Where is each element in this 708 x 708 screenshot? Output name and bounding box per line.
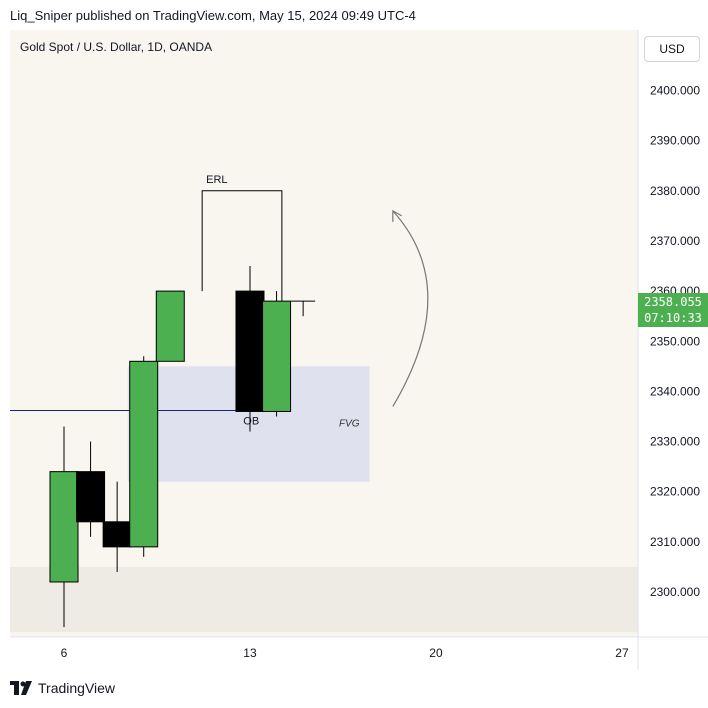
y-tick-label-0: 2300.000 bbox=[650, 585, 700, 599]
projection-arrow-curve bbox=[392, 210, 429, 407]
last-price-badge: 2358.055 07:10:33 bbox=[638, 293, 708, 327]
y-tick-label-2: 2320.000 bbox=[650, 485, 700, 499]
fvg-label: FVG bbox=[339, 418, 360, 429]
candle-body-1 bbox=[49, 471, 79, 583]
candle-body-2 bbox=[76, 471, 106, 523]
y-tick-label-5: 2350.000 bbox=[650, 334, 700, 348]
lower-zone-zone-box bbox=[10, 566, 638, 633]
brand-name: TradingView bbox=[38, 680, 116, 696]
projection-arrow-head bbox=[392, 209, 403, 222]
candle-body-4 bbox=[129, 360, 159, 548]
x-tick-label-2: 20 bbox=[429, 646, 443, 660]
candlestick-chart[interactable]: FVG OB ERL 2300.000 2310.000 2320.000 2330.000… bbox=[10, 30, 708, 670]
y-tick-label-7: 2370.000 bbox=[650, 234, 700, 248]
candle-body-3 bbox=[102, 521, 132, 548]
tradingview-brand[interactable]: TradingView bbox=[10, 680, 115, 696]
chart-frame: FVG OB ERL 2300.000 2310.000 2320.000 2330.000… bbox=[10, 30, 708, 670]
x-tick-label-1: 13 bbox=[243, 646, 257, 660]
y-tick-label-9: 2390.000 bbox=[650, 134, 700, 148]
erl-bracket bbox=[201, 190, 283, 302]
bar-countdown: 07:10:33 bbox=[644, 311, 702, 325]
erl-label: ERL bbox=[206, 174, 227, 186]
x-tick-label-3: 27 bbox=[615, 646, 629, 660]
currency-button[interactable]: USD bbox=[644, 36, 700, 62]
symbol-title[interactable]: Gold Spot / U.S. Dollar, 1D, OANDA bbox=[20, 40, 213, 54]
y-tick-label-3: 2330.000 bbox=[650, 435, 700, 449]
candle-body-6 bbox=[235, 290, 265, 412]
y-tick-label-4: 2340.000 bbox=[650, 384, 700, 398]
tradingview-logo-icon bbox=[10, 681, 32, 695]
y-tick-label-10: 2400.000 bbox=[650, 84, 700, 98]
candle-body-7 bbox=[262, 300, 292, 412]
y-tick-label-8: 2380.000 bbox=[650, 184, 700, 198]
ob-label: OB bbox=[243, 415, 259, 427]
y-tick-label-1: 2310.000 bbox=[650, 535, 700, 549]
candle-body-5 bbox=[155, 290, 185, 362]
publisher-caption: Liq_Sniper published on TradingView.com,… bbox=[10, 8, 416, 23]
x-tick-label-0: 6 bbox=[61, 646, 68, 660]
last-price: 2358.055 bbox=[644, 295, 702, 309]
